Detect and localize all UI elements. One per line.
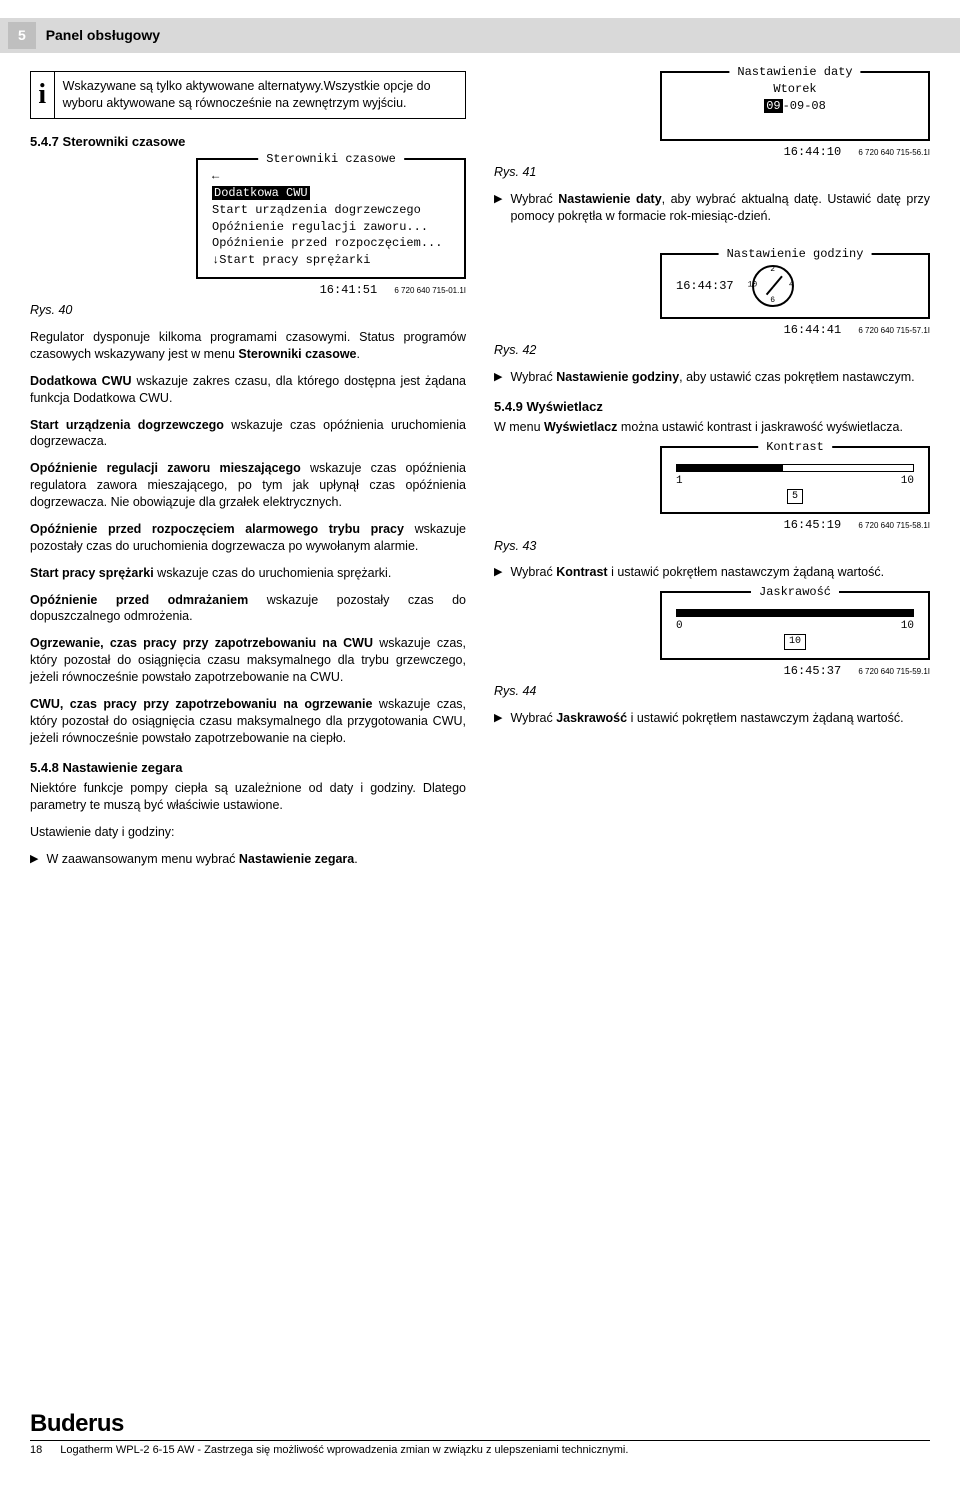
lcd40-row: Opóźnienie regulacji zaworu...: [212, 219, 450, 236]
caption-42: Rys. 42: [494, 342, 930, 359]
para: Ustawienie daty i godziny:: [30, 824, 466, 841]
lcd41-footer: 16:44:10 6 720 640 715-56.1I: [494, 144, 930, 160]
para: CWU, czas pracy przy zapotrzebowaniu na …: [30, 696, 466, 747]
para: Opóźnienie przed odmrażaniem wskazuje po…: [30, 592, 466, 626]
lcd-fig40: Sterowniki czasowe ← Dodatkowa CWU Start…: [196, 158, 466, 279]
bullet: ▶ Wybrać Nastawienie daty, aby wybrać ak…: [494, 191, 930, 225]
lcd42-title: Nastawienie godziny: [719, 246, 872, 262]
right-column: Nastawienie daty Wtorek 09-09-08 16:44:1…: [494, 71, 930, 878]
footer-text: Logatherm WPL-2 6-15 AW - Zastrzega się …: [60, 1443, 628, 1458]
para: Regulator dysponuje kilkoma programami c…: [30, 329, 466, 363]
page-number-box: 5: [8, 22, 36, 49]
bullet: ▶ Wybrać Kontrast i ustawić pokrętłem na…: [494, 564, 930, 581]
lcd42-footer: 16:44:41 6 720 640 715-57.1I: [494, 322, 930, 338]
info-box: i Wskazywane są tylko aktywowane alterna…: [30, 71, 466, 119]
footer-page: 18: [30, 1443, 42, 1458]
bullet-arrow-icon: ▶: [494, 369, 502, 386]
slider: [676, 609, 914, 617]
section-5-4-9: 5.4.9 Wyświetlacz: [494, 398, 930, 416]
lcd40-title: Sterowniki czasowe: [258, 151, 404, 167]
bullet: ▶ Wybrać Nastawienie godziny, aby ustawi…: [494, 369, 930, 386]
page-footer: Buderus 18 Logatherm WPL-2 6-15 AW - Zas…: [30, 1408, 930, 1458]
info-icon: i: [31, 72, 55, 118]
lcd44-footer: 16:45:37 6 720 640 715-59.1I: [494, 663, 930, 679]
para: Niektóre funkcje pompy ciepła są uzależn…: [30, 780, 466, 814]
bullet: ▶ Wybrać Jaskrawość i ustawić pokrętłem …: [494, 710, 930, 727]
slider: [676, 464, 914, 472]
lcd40-row: Start pracy sprężarki: [219, 253, 370, 267]
bullet-arrow-icon: ▶: [494, 710, 502, 727]
caption-40: Rys. 40: [30, 302, 466, 319]
bullet-arrow-icon: ▶: [30, 851, 38, 868]
lcd40-selected: Dodatkowa CWU: [212, 186, 310, 200]
section-5-4-7: 5.4.7 Sterowniki czasowe: [30, 133, 466, 151]
lcd40-footer: 16:41:51 6 720 640 715-01.1I: [30, 282, 466, 298]
para: Start urządzenia dogrzewczego wskazuje c…: [30, 417, 466, 451]
caption-41: Rys. 41: [494, 164, 930, 181]
section-5-4-8: 5.4.8 Nastawienie zegara: [30, 759, 466, 777]
bullet-arrow-icon: ▶: [494, 191, 502, 225]
lcd-fig41: Nastawienie daty Wtorek 09-09-08: [660, 71, 930, 141]
caption-43: Rys. 43: [494, 538, 930, 555]
clock-icon: 2 4 6 10: [752, 265, 794, 307]
lcd43-title: Kontrast: [758, 439, 832, 455]
para: Opóźnienie przed rozpoczęciem alarmowego…: [30, 521, 466, 555]
para: Ogrzewanie, czas pracy przy zapotrzebowa…: [30, 635, 466, 686]
lcd41-title: Nastawienie daty: [729, 64, 860, 80]
bullet-arrow-icon: ▶: [494, 564, 502, 581]
bullet: ▶ W zaawansowanym menu wybrać Nastawieni…: [30, 851, 466, 868]
para: W menu Wyświetlacz można ustawić kontras…: [494, 419, 930, 436]
lcd44-title: Jaskrawość: [751, 584, 839, 600]
lcd40-row: Opóźnienie przed rozpoczęciem...: [212, 235, 450, 252]
info-text: Wskazywane są tylko aktywowane alternaty…: [55, 72, 465, 118]
lcd-fig42: Nastawienie godziny 16:44:37 2 4 6 10: [660, 253, 930, 319]
header-title: Panel obsługowy: [46, 27, 160, 43]
brand-logo: Buderus: [30, 1408, 930, 1440]
left-column: i Wskazywane są tylko aktywowane alterna…: [30, 71, 466, 878]
para: Opóźnienie regulacji zaworu mieszającego…: [30, 460, 466, 511]
lcd40-row: Start urządzenia dogrzewczego: [212, 202, 450, 219]
lcd41-day: Wtorek: [676, 81, 914, 98]
page-header: 5 Panel obsługowy: [0, 18, 960, 53]
para: Start pracy sprężarki wskazuje czas do u…: [30, 565, 466, 582]
caption-44: Rys. 44: [494, 683, 930, 700]
para: Dodatkowa CWU wskazuje zakres czasu, dla…: [30, 373, 466, 407]
lcd43-footer: 16:45:19 6 720 640 715-58.1I: [494, 517, 930, 533]
lcd-fig44: Jaskrawość 0 10 10: [660, 591, 930, 659]
lcd-fig43: Kontrast 1 10 5: [660, 446, 930, 514]
